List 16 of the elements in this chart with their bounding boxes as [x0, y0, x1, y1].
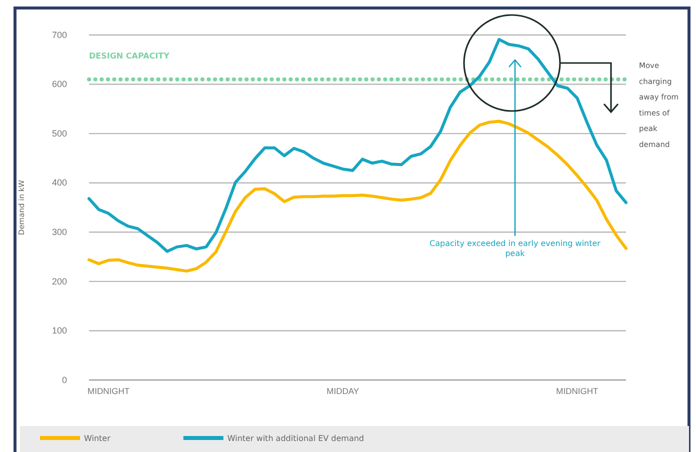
line-series — [88, 120, 628, 273]
x-tick-label: MIDNIGHT — [556, 386, 598, 396]
y-tick-label: 100 — [52, 326, 67, 336]
y-tick-label: 700 — [52, 30, 67, 40]
x-tick-label: MIDNIGHT — [88, 386, 130, 396]
legend-label: Winter — [84, 434, 112, 443]
y-tick-label: 200 — [52, 276, 67, 286]
annotation: Capacity exceeded in early evening winter peak — [430, 239, 602, 258]
legend-label: Winter with additional EV demand — [227, 434, 364, 443]
x-tick-label: MIDDAY — [326, 386, 360, 396]
y-tick-label: 300 — [52, 227, 67, 238]
y-tick-label: 600 — [52, 79, 67, 90]
y-tick-label: 0 — [62, 374, 67, 385]
ref-line-label: DESIGN CAPACITY — [89, 51, 170, 60]
y-tick-label: 400 — [52, 178, 67, 188]
y-tick-label: 500 — [52, 128, 67, 138]
